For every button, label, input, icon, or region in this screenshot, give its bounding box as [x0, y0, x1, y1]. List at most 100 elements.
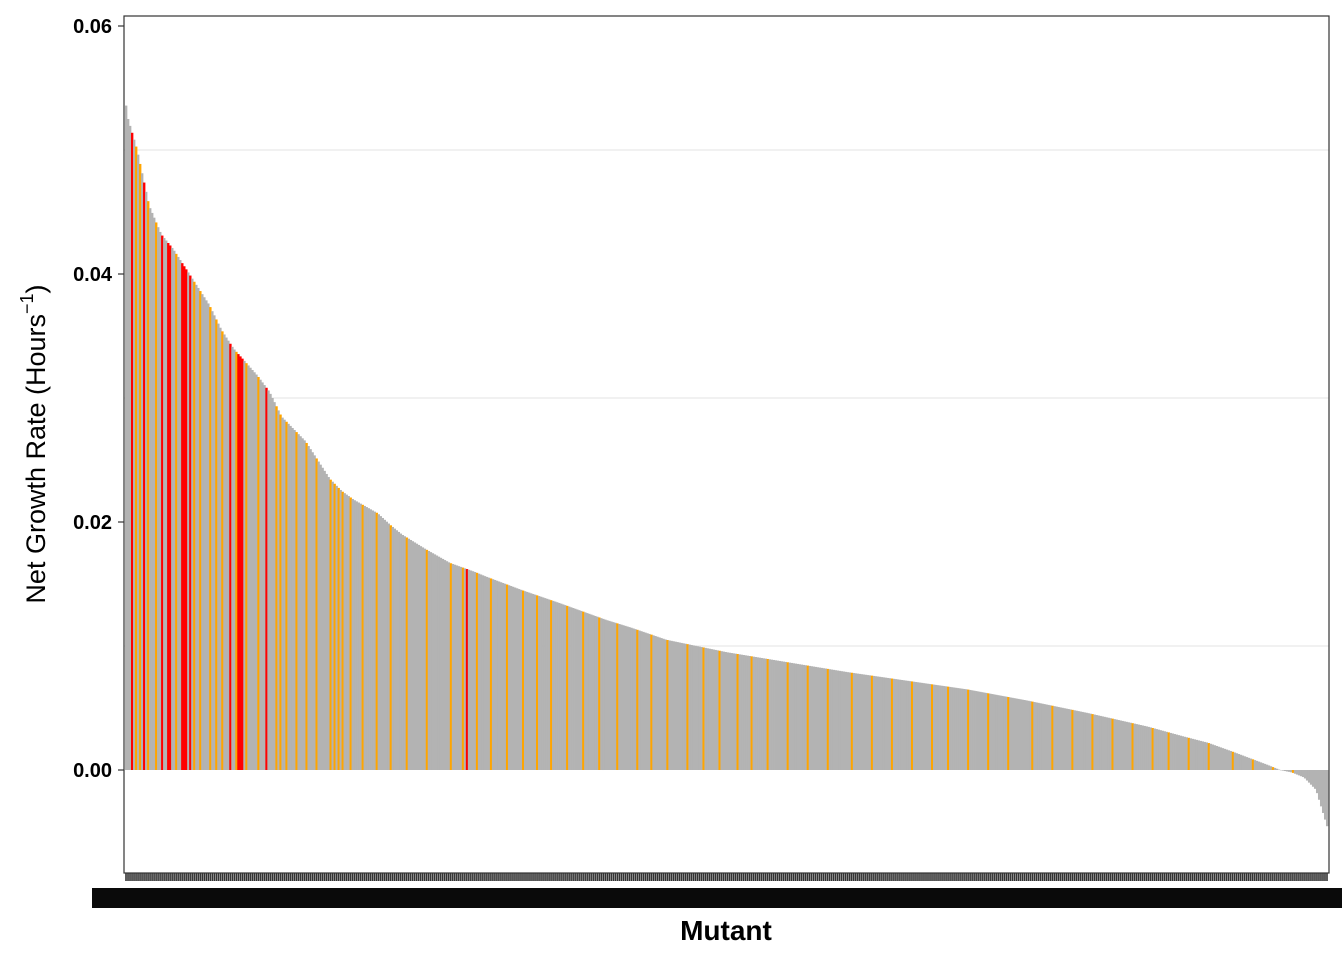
bar	[491, 579, 495, 770]
bar	[762, 658, 765, 770]
bar	[1135, 724, 1138, 770]
bar	[189, 275, 192, 770]
bar	[939, 685, 942, 770]
bar	[794, 663, 798, 770]
bar	[1221, 748, 1225, 770]
bar	[1321, 770, 1325, 813]
bar	[421, 547, 425, 770]
bar	[409, 539, 413, 770]
bar	[159, 231, 162, 770]
bar	[1061, 707, 1064, 770]
bar	[1243, 756, 1247, 770]
bar	[1319, 770, 1323, 807]
bar	[1053, 706, 1056, 770]
bar	[818, 667, 822, 770]
bar	[586, 613, 589, 770]
bar	[1001, 695, 1004, 770]
bar	[1083, 712, 1086, 770]
bar	[971, 690, 974, 770]
bar	[385, 521, 388, 770]
bar	[505, 584, 509, 770]
bar	[345, 494, 348, 770]
bar	[916, 682, 920, 770]
bar	[259, 379, 262, 770]
bar	[638, 630, 641, 770]
bar	[487, 577, 491, 770]
bar	[927, 683, 930, 770]
bar	[145, 191, 148, 771]
bar	[532, 593, 535, 770]
bar	[1051, 705, 1054, 770]
bar	[746, 655, 749, 770]
bar	[892, 678, 896, 770]
bar	[303, 440, 306, 770]
bar	[351, 498, 354, 770]
bar	[427, 550, 431, 770]
bar	[377, 514, 380, 770]
bar	[193, 281, 196, 770]
bar	[151, 212, 154, 770]
bar	[590, 614, 593, 770]
bar	[1143, 725, 1146, 770]
bar	[331, 481, 334, 770]
bar	[1013, 698, 1016, 770]
bar	[381, 517, 384, 770]
bar	[1185, 737, 1188, 770]
bar	[1175, 734, 1178, 770]
bar	[199, 291, 202, 770]
bar	[836, 670, 840, 770]
bar	[1105, 717, 1108, 770]
bar	[860, 674, 864, 770]
bar	[814, 666, 818, 770]
bar	[850, 672, 854, 770]
bar	[642, 631, 645, 770]
bar	[299, 436, 302, 770]
bar	[513, 587, 517, 770]
bar	[1157, 729, 1160, 770]
bar	[481, 575, 485, 770]
bar	[1181, 736, 1184, 770]
bar	[674, 641, 677, 770]
bar	[558, 602, 561, 770]
bar	[1021, 699, 1024, 770]
bar	[173, 250, 176, 770]
bar	[822, 668, 826, 770]
bar	[712, 649, 715, 770]
bar	[1239, 754, 1243, 770]
bar	[405, 537, 409, 770]
y-axis: 0.00 0.02 0.04 0.06	[73, 16, 124, 782]
bar	[497, 581, 501, 770]
bar	[187, 272, 190, 770]
bar	[401, 535, 405, 770]
y-axis-title-main: Net Growth Rate (Hours	[21, 314, 51, 604]
bar	[1107, 717, 1110, 770]
bar	[714, 649, 717, 770]
bar	[538, 596, 541, 770]
bar	[231, 346, 234, 770]
bar	[437, 556, 441, 770]
bar	[1031, 701, 1034, 770]
bar	[750, 656, 753, 770]
x-axis-title-text: Mutant	[680, 915, 772, 946]
bar	[600, 618, 603, 770]
bar	[662, 638, 665, 770]
bar	[862, 674, 866, 770]
bar	[227, 340, 230, 770]
bar	[894, 679, 898, 770]
bar	[636, 629, 639, 770]
bar	[1089, 713, 1092, 770]
bar	[951, 687, 954, 770]
bar	[622, 625, 625, 770]
bar	[389, 525, 393, 770]
bar	[1283, 770, 1287, 772]
bar	[1011, 697, 1014, 770]
bar	[648, 633, 651, 770]
bar	[1167, 732, 1170, 770]
bar	[329, 479, 332, 770]
bar	[979, 691, 982, 770]
bar	[1253, 760, 1257, 770]
bar	[1075, 710, 1078, 770]
bar	[846, 672, 850, 770]
bar	[872, 675, 876, 770]
bar	[135, 146, 138, 770]
